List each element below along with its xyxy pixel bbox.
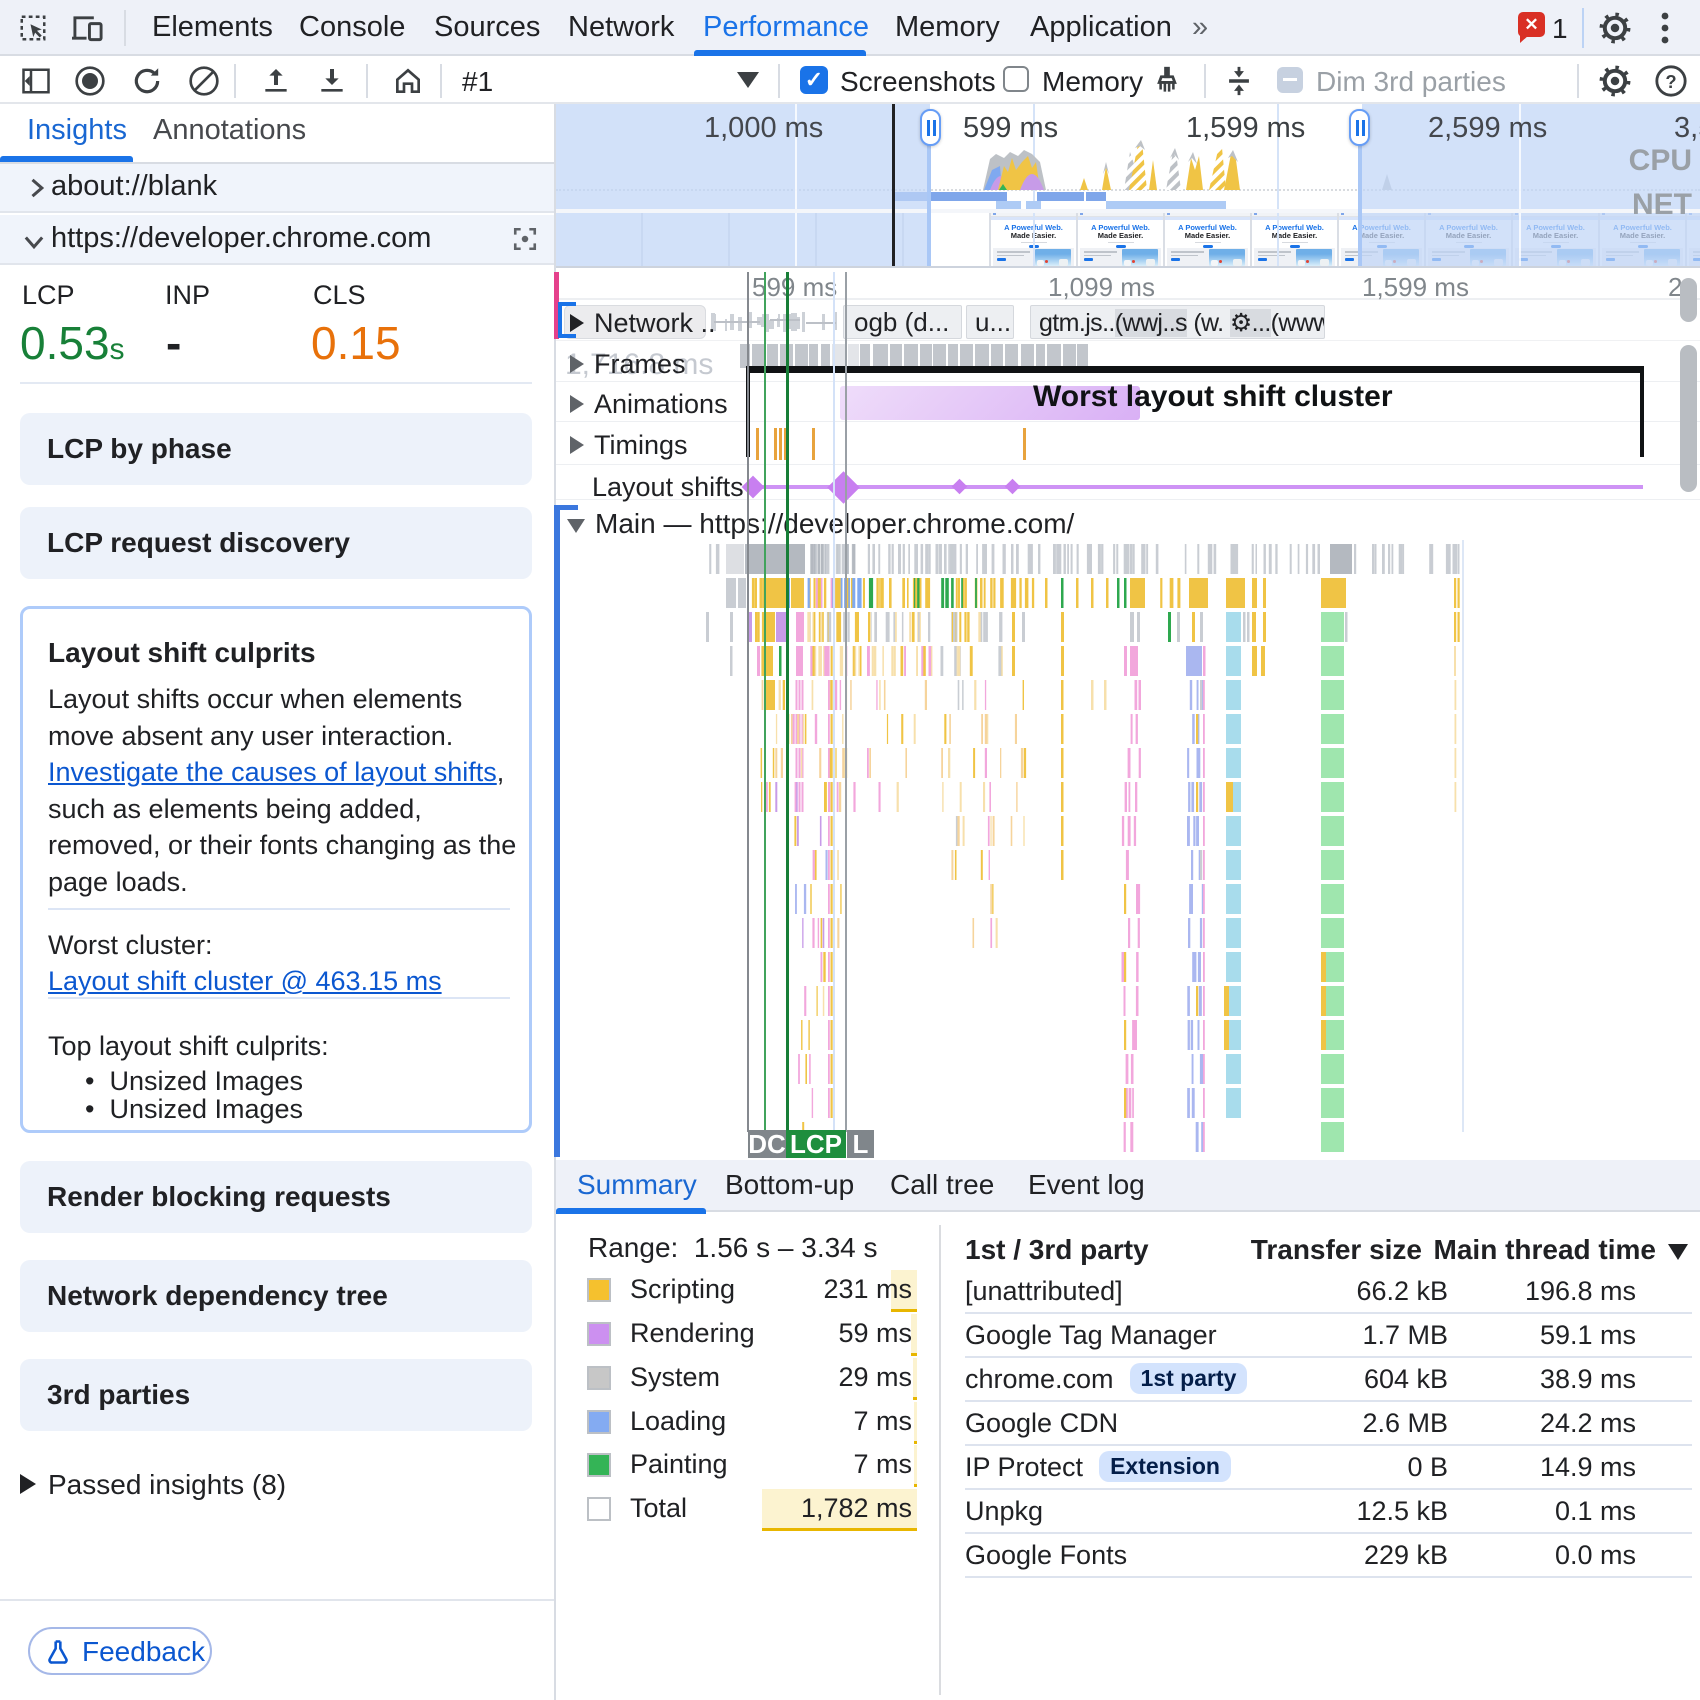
- svg-text:?: ?: [1665, 71, 1676, 92]
